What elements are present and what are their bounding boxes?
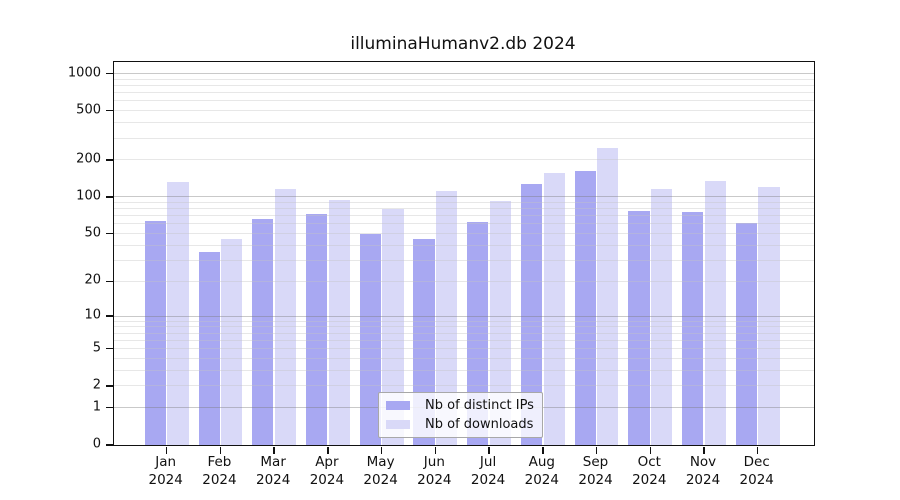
legend-swatch-downloads bbox=[386, 420, 410, 429]
x-tick-label-dec: Dec 2024 bbox=[739, 454, 774, 488]
bar-apr-distinct-ips bbox=[305, 214, 328, 445]
y-tick-label-100: 100 bbox=[76, 188, 101, 204]
x-tick-sep bbox=[595, 447, 598, 454]
bar-feb-distinct-ips bbox=[198, 252, 220, 445]
bar-dec-downloads bbox=[758, 187, 780, 445]
y-tick-label-1: 1 bbox=[92, 399, 101, 415]
bar-mar-downloads bbox=[274, 189, 297, 445]
legend-swatch-distinct-ips bbox=[386, 401, 410, 410]
x-tick-oct bbox=[649, 447, 651, 454]
y-tick-label-50: 50 bbox=[84, 225, 101, 241]
y-tick-label-200: 200 bbox=[76, 151, 101, 167]
bar-jan-downloads bbox=[167, 182, 189, 445]
y-tick-10 bbox=[106, 315, 113, 317]
y-tick-1000 bbox=[106, 72, 113, 75]
y-tick-1 bbox=[106, 407, 113, 409]
x-tick-label-feb: Feb 2024 bbox=[202, 454, 237, 488]
legend-label-downloads: Nb of downloads bbox=[425, 417, 534, 432]
legend-item-downloads: Nb of downloads bbox=[386, 417, 534, 432]
legend-item-distinct-ips: Nb of distinct IPs bbox=[386, 398, 534, 413]
x-tick-label-may: May 2024 bbox=[363, 454, 398, 488]
y-tick-100 bbox=[106, 196, 113, 198]
y-tick-50 bbox=[106, 232, 113, 235]
x-tick-jan bbox=[166, 447, 168, 454]
x-tick-label-apr: Apr 2024 bbox=[309, 454, 345, 488]
bar-apr-downloads bbox=[328, 200, 350, 445]
bar-dec-distinct-ips bbox=[735, 223, 758, 445]
y-tick-0 bbox=[106, 444, 113, 446]
x-tick-aug bbox=[542, 447, 544, 454]
x-tick-may bbox=[380, 447, 383, 454]
bar-oct-downloads bbox=[650, 188, 673, 445]
y-tick-label-10: 10 bbox=[84, 307, 101, 323]
x-tick-label-jun: Jun 2024 bbox=[417, 454, 452, 488]
bar-may-downloads bbox=[382, 208, 404, 445]
bars-layer bbox=[114, 62, 814, 445]
y-tick-20 bbox=[106, 280, 113, 283]
y-tick-200 bbox=[106, 159, 113, 161]
x-tick-feb bbox=[219, 447, 222, 454]
bar-jul-downloads bbox=[489, 201, 511, 445]
bar-aug-distinct-ips bbox=[520, 183, 543, 445]
y-tick-label-0: 0 bbox=[92, 436, 101, 452]
x-tick-mar bbox=[273, 447, 275, 454]
bar-oct-distinct-ips bbox=[628, 210, 650, 445]
x-tick-jun bbox=[434, 447, 437, 454]
x-tick-apr bbox=[327, 447, 329, 454]
y-tick-label-2: 2 bbox=[92, 377, 101, 393]
bar-jun-downloads bbox=[436, 190, 458, 445]
bar-nov-distinct-ips bbox=[682, 212, 704, 445]
bar-sep-downloads bbox=[597, 148, 619, 445]
chart-title: illuminaHumanv2.db 2024 bbox=[350, 34, 576, 54]
x-axis-labels: Jan 2024 Feb 2024 Mar 2024 Apr 2024 May 2024… bbox=[113, 453, 813, 495]
bar-may-distinct-ips bbox=[359, 233, 381, 445]
y-tick-label-1000: 1000 bbox=[67, 65, 101, 81]
x-tick-dec bbox=[757, 447, 759, 454]
bar-sep-distinct-ips bbox=[574, 171, 596, 445]
bar-feb-downloads bbox=[221, 239, 243, 445]
y-tick-5 bbox=[106, 347, 113, 350]
x-tick-label-oct: Oct 2024 bbox=[632, 454, 667, 488]
y-axis-labels: 0 1 2 5 10 20 50 100 200 500 1000 bbox=[0, 61, 101, 451]
bar-jan-distinct-ips bbox=[144, 220, 166, 445]
x-tick-label-jan: Jan 2024 bbox=[148, 454, 183, 488]
x-tick-label-nov: Nov 2024 bbox=[685, 454, 721, 488]
bar-nov-downloads bbox=[704, 181, 726, 445]
x-tick-nov bbox=[703, 447, 705, 454]
x-tick-label-mar: Mar 2024 bbox=[255, 454, 291, 488]
x-tick-label-sep: Sep 2024 bbox=[578, 454, 613, 488]
y-tick-2 bbox=[106, 385, 113, 387]
x-tick-label-jul: Jul 2024 bbox=[470, 454, 506, 488]
y-tick-label-20: 20 bbox=[84, 272, 101, 288]
bar-mar-distinct-ips bbox=[252, 218, 274, 445]
bar-aug-downloads bbox=[543, 172, 565, 445]
y-tick-500 bbox=[106, 110, 113, 112]
plot-area bbox=[106, 61, 815, 454]
x-tick-jul bbox=[488, 447, 490, 454]
bar-jul-distinct-ips bbox=[467, 222, 489, 445]
x-tick-label-aug: Aug 2024 bbox=[524, 454, 559, 488]
legend: Nb of distinct IPs Nb of downloads bbox=[378, 392, 543, 438]
y-tick-label-5: 5 bbox=[92, 340, 101, 356]
legend-label-distinct-ips: Nb of distinct IPs bbox=[425, 398, 534, 413]
y-tick-label-500: 500 bbox=[76, 102, 101, 118]
